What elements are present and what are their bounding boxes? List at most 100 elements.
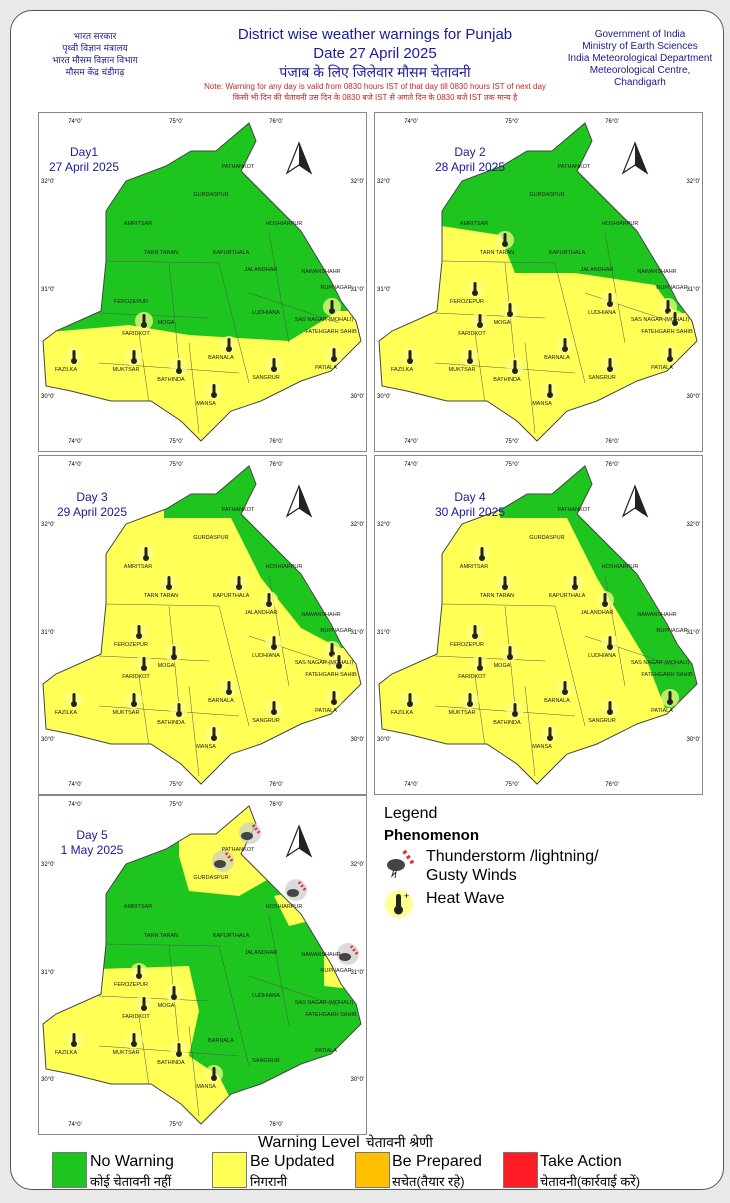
- district-label: PATHANKOT: [558, 164, 591, 170]
- heat-wave-icon: [135, 655, 153, 673]
- district-label: NAWANSHAHR: [301, 952, 340, 958]
- district-label: KAPURTHALA: [549, 593, 586, 599]
- latitude-label: 32°0': [350, 179, 364, 185]
- heat-wave-icon: [125, 691, 143, 709]
- state-outline: [378, 122, 698, 442]
- district-label: GURDASPUR: [193, 535, 228, 541]
- heat-wave-icon: [65, 691, 83, 709]
- district-label: FAZILKA: [391, 367, 413, 373]
- heat-wave-icon: +: [385, 890, 413, 918]
- heat-wave-icon: [461, 691, 479, 709]
- longitude-label: 75°0': [505, 439, 519, 445]
- latitude-label: 31°0': [41, 970, 55, 976]
- longitude-label: 75°0': [169, 802, 183, 808]
- longitude-label: 75°0': [169, 462, 183, 468]
- latitude-label: 30°0': [377, 394, 391, 400]
- district-boundary: [218, 262, 250, 384]
- district-label: JALANDHAR: [581, 267, 614, 273]
- district-label: FEROZEPUR: [450, 299, 484, 305]
- org-line: Government of India: [594, 29, 686, 40]
- map-panel-day-2: 74°0' 74°0' 75°0' 75°0' 76°0' 76°0' 32°0' 32°0'…: [374, 112, 703, 452]
- district-label: AMRITSAR: [124, 904, 152, 910]
- district-boundary: [138, 1015, 150, 1087]
- district-label: BATHINDA: [493, 720, 521, 726]
- org-line: India Meteorological Department: [567, 53, 713, 64]
- heat-wave-icon: [325, 689, 343, 707]
- latitude-label: 31°0': [350, 630, 364, 636]
- district-boundary: [474, 675, 486, 747]
- heat-wave-icon: [601, 356, 619, 374]
- district-label: PATHANKOT: [558, 507, 591, 513]
- district-label: NAWANSHAHR: [637, 269, 676, 275]
- latitude-label: 32°0': [41, 862, 55, 868]
- longitude-label: 75°0': [505, 462, 519, 468]
- district-label: BATHINDA: [157, 1060, 185, 1066]
- district-boundary: [188, 1025, 200, 1117]
- district-label: AMRITSAR: [124, 564, 152, 570]
- heat-wave-icon: [556, 336, 574, 354]
- district-label: MOGA: [158, 1003, 175, 1009]
- latitude-label: 32°0': [686, 179, 700, 185]
- swatch-be-updated: [212, 1152, 247, 1188]
- longitude-label: 75°0': [169, 782, 183, 788]
- map-panel-day-5: 74°0' 74°0' 75°0' 75°0' 76°0' 76°0' 32°0' 32°0'…: [38, 795, 367, 1135]
- heat-wave-icon: [471, 655, 489, 673]
- state-outline: [42, 122, 362, 442]
- punjab-map: 74°0' 74°0' 75°0' 75°0' 76°0' 76°0' 32°0' 32°0'…: [377, 462, 700, 788]
- district-label: RUPNAGAR: [656, 285, 687, 291]
- day-number: Day 3: [76, 490, 108, 504]
- longitude-label: 75°0': [505, 782, 519, 788]
- longitude-label: 76°0': [269, 119, 283, 125]
- district-boundary: [105, 603, 220, 607]
- heat-wave-icon: [135, 995, 153, 1013]
- district-label: GURDASPUR: [529, 192, 564, 198]
- district-label: SANGRUR: [252, 375, 280, 381]
- warning-level-item: Be Updated निगरानी: [250, 1152, 335, 1192]
- heat-wave-icon: [130, 963, 148, 981]
- district-label: FEROZEPUR: [114, 982, 148, 988]
- day-date: 27 April 2025: [48, 160, 120, 174]
- heat-wave-icon: [501, 644, 519, 662]
- longitude-label: 75°0': [169, 119, 183, 125]
- warning-level-item-hindi: निगरानी: [250, 1174, 288, 1189]
- district-label: FATEHGARH SAHIB: [641, 672, 693, 678]
- district-boundary: [554, 262, 586, 384]
- latitude-label: 31°0': [41, 287, 55, 293]
- district-label: SANGRUR: [252, 1058, 280, 1064]
- heat-wave-icon: [205, 725, 223, 743]
- day-label: Day 3 29 April 2025: [47, 490, 137, 520]
- warning-level-item-label: Be Prepared: [392, 1153, 482, 1170]
- district-label: HOSHIARPUR: [602, 564, 639, 570]
- warning-level-item: Take Action चेतावनी(कार्रवाई करें): [540, 1152, 640, 1192]
- district-label: BATHINDA: [157, 377, 185, 383]
- district-label: BATHINDA: [493, 377, 521, 383]
- header-title-block: District wise weather warnings for Punja…: [180, 25, 570, 103]
- district-boundary: [434, 705, 576, 717]
- heat-wave-icon: [506, 701, 524, 719]
- district-label: BARNALA: [208, 698, 234, 704]
- heat-wave-icon: [160, 574, 178, 592]
- district-label: RUPNAGAR: [320, 628, 351, 634]
- district-label: AMRITSAR: [124, 221, 152, 227]
- heat-wave-icon: [506, 358, 524, 376]
- warning-level-item: No Warning कोई चेतावनी नहीं: [90, 1152, 174, 1192]
- longitude-label: 76°0': [605, 119, 619, 125]
- north-arrow-shade: [635, 143, 647, 173]
- map-panel-day-1: 74°0' 74°0' 75°0' 75°0' 76°0' 76°0' 32°0' 32°0'…: [38, 112, 367, 452]
- heat-wave-icon: [265, 699, 283, 717]
- heat-wave-icon: [601, 634, 619, 652]
- heat-wave-icon: [220, 336, 238, 354]
- heat-wave-icon: [601, 291, 619, 309]
- longitude-label: 76°0': [605, 462, 619, 468]
- district-boundary: [434, 312, 546, 319]
- district-label: NAWANSHAHR: [301, 612, 340, 618]
- district-label: NAWANSHAHR: [301, 269, 340, 275]
- heat-wave-icon: [401, 348, 419, 366]
- latitude-label: 31°0': [350, 970, 364, 976]
- district-label: KAPURTHALA: [213, 593, 250, 599]
- district-label: TARN TARAN: [144, 593, 178, 599]
- district-boundary: [248, 635, 340, 667]
- district-label: FARIDKOT: [122, 331, 150, 337]
- district-label: SAS NAGAR (MOHALI): [295, 1000, 354, 1006]
